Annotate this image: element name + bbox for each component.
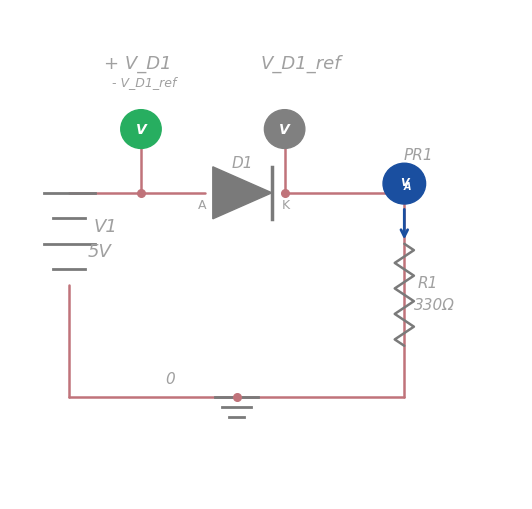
Text: - V_D1_ref: - V_D1_ref: [112, 76, 176, 89]
Text: V: V: [136, 123, 146, 137]
Circle shape: [383, 164, 426, 205]
Text: V_D1_ref: V_D1_ref: [261, 54, 342, 73]
Circle shape: [121, 110, 161, 149]
Text: 330Ω: 330Ω: [414, 298, 455, 313]
Text: D1: D1: [231, 155, 253, 171]
Text: V: V: [279, 123, 290, 137]
Circle shape: [264, 110, 305, 149]
Text: K: K: [282, 199, 290, 212]
Text: V: V: [400, 178, 409, 188]
Text: 0: 0: [165, 372, 174, 387]
Text: 5V: 5V: [88, 243, 112, 261]
Text: A: A: [404, 182, 411, 192]
Text: R1: R1: [418, 275, 438, 290]
Text: + V_D1: + V_D1: [104, 54, 171, 73]
Polygon shape: [213, 167, 272, 219]
Text: V1: V1: [93, 217, 117, 236]
Text: A: A: [198, 199, 206, 212]
Text: PR1: PR1: [403, 148, 433, 163]
